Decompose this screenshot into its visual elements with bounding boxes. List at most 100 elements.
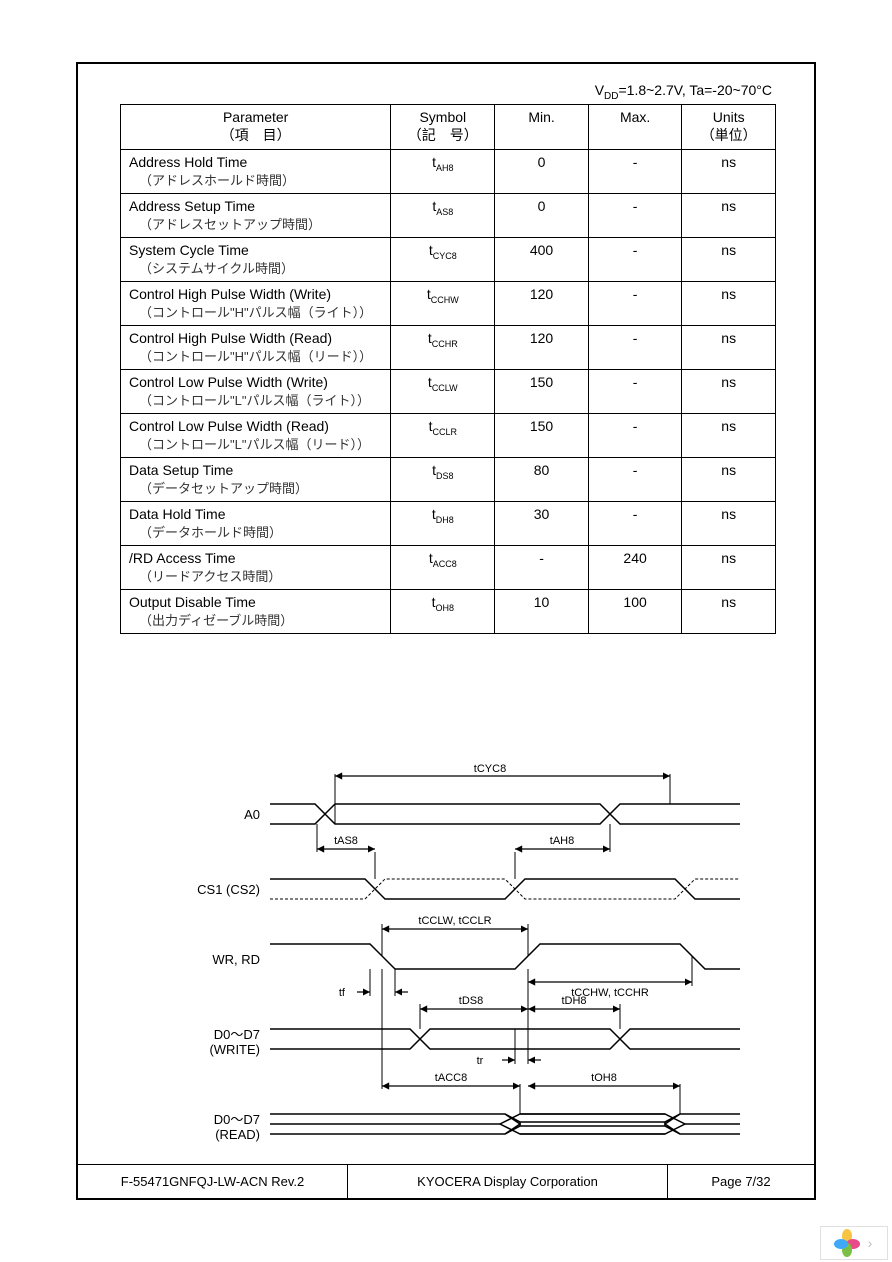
cell-max: -: [588, 370, 682, 414]
cell-unit: ns: [682, 150, 776, 194]
param-en: Control Low Pulse Width (Read): [129, 418, 382, 434]
cell-unit: ns: [682, 502, 776, 546]
label-d-write1: D0～D7: [214, 1027, 260, 1042]
param-en: Data Setup Time: [129, 462, 382, 478]
cell-unit: ns: [682, 370, 776, 414]
table-row: Control High Pulse Width (Read)（コントロール"H…: [121, 326, 776, 370]
cell-min: 120: [495, 282, 589, 326]
label-d-read2: (READ): [215, 1127, 260, 1142]
header-min: Min.: [495, 105, 589, 150]
cell-min: 30: [495, 502, 589, 546]
svg-text:tDH8: tDH8: [561, 995, 586, 1007]
header-parameter-en: Parameter: [223, 109, 288, 125]
chevron-right-icon: ›: [868, 1235, 873, 1251]
svg-text:tACC8: tACC8: [435, 1072, 467, 1084]
footer: F-55471GNFQJ-LW-ACN Rev.2 KYOCERA Displa…: [78, 1164, 814, 1198]
svg-text:tOH8: tOH8: [591, 1072, 617, 1084]
param-jp: （データセットアップ時間）: [129, 478, 382, 497]
svg-text:tf: tf: [339, 987, 346, 999]
header-row: Parameter （項 目） Symbol （記 号） Min. Max. U…: [121, 105, 776, 150]
footer-doc-id: F-55471GNFQJ-LW-ACN Rev.2: [78, 1165, 348, 1198]
cell-max: -: [588, 150, 682, 194]
cell-max: -: [588, 326, 682, 370]
table-row: System Cycle Time（システムサイクル時間）tCYC8400-ns: [121, 238, 776, 282]
symbol-sub: CCHW: [431, 295, 459, 305]
cell-min: 0: [495, 194, 589, 238]
cell-max: -: [588, 194, 682, 238]
table-row: Data Setup Time（データセットアップ時間）tDS880-ns: [121, 458, 776, 502]
param-jp: （コントロール"H"パルス幅（ライト））: [129, 302, 382, 321]
symbol-sub: ACC8: [433, 559, 457, 569]
symbol-sub: OH8: [435, 603, 454, 613]
cell-min: 150: [495, 370, 589, 414]
header-parameter: Parameter （項 目）: [121, 105, 391, 150]
table-row: Control Low Pulse Width (Write)（コントロール"L…: [121, 370, 776, 414]
header-units-jp: （単位）: [701, 127, 757, 143]
cell-min: 400: [495, 238, 589, 282]
cell-min: 80: [495, 458, 589, 502]
timing-diagram: .sig { stroke:#000; stroke-width:1.5; fi…: [120, 764, 776, 1154]
param-en: Data Hold Time: [129, 506, 382, 522]
cell-max: -: [588, 502, 682, 546]
table-row: Address Hold Time（アドレスホールド時間）tAH80-ns: [121, 150, 776, 194]
label-a0: A0: [244, 807, 260, 822]
param-en: Address Setup Time: [129, 198, 382, 214]
cell-min: 120: [495, 326, 589, 370]
page-frame: VDD=1.8~2.7V, Ta=-20~70°C Parameter （項 目…: [76, 62, 816, 1200]
logo-icon: [836, 1232, 858, 1254]
svg-text:tr: tr: [477, 1055, 484, 1067]
param-en: /RD Access Time: [129, 550, 382, 566]
label-d-read1: D0～D7: [214, 1112, 260, 1127]
spec-table: Parameter （項 目） Symbol （記 号） Min. Max. U…: [120, 104, 776, 634]
cell-unit: ns: [682, 238, 776, 282]
symbol-sub: CCLR: [432, 427, 457, 437]
param-jp: （アドレスホールド時間）: [129, 170, 382, 189]
operating-condition: VDD=1.8~2.7V, Ta=-20~70°C: [595, 82, 772, 102]
cell-min: 10: [495, 590, 589, 634]
cell-unit: ns: [682, 282, 776, 326]
param-en: System Cycle Time: [129, 242, 382, 258]
symbol-sub: CYC8: [433, 251, 457, 261]
cell-max: -: [588, 282, 682, 326]
cell-unit: ns: [682, 194, 776, 238]
symbol-sub: AH8: [436, 163, 454, 173]
cell-unit: ns: [682, 458, 776, 502]
param-jp: （システムサイクル時間）: [129, 258, 382, 277]
symbol-sub: CCLW: [432, 383, 458, 393]
symbol-sub: CCHR: [432, 339, 458, 349]
svg-text:tDS8: tDS8: [459, 995, 483, 1007]
svg-text:tCCLW, tCCLR: tCCLW, tCCLR: [418, 915, 491, 927]
header-symbol-jp: （記 号）: [408, 127, 478, 143]
param-jp: （データホールド時間）: [129, 522, 382, 541]
param-en: Control High Pulse Width (Write): [129, 286, 382, 302]
param-en: Output Disable Time: [129, 594, 382, 610]
svg-text:tAS8: tAS8: [334, 835, 358, 847]
cell-max: 100: [588, 590, 682, 634]
table-row: Output Disable Time（出力ディゼーブル時間）tOH810100…: [121, 590, 776, 634]
condition-range: =1.8~2.7V, Ta=-20~70°C: [618, 82, 772, 98]
table-row: Data Hold Time（データホールド時間）tDH830-ns: [121, 502, 776, 546]
table-row: /RD Access Time（リードアクセス時間）tACC8-240ns: [121, 546, 776, 590]
logo-widget[interactable]: ›: [820, 1226, 888, 1260]
cell-unit: ns: [682, 414, 776, 458]
label-d-write2: (WRITE): [209, 1042, 260, 1057]
table-row: Address Setup Time（アドレスセットアップ時間）tAS80-ns: [121, 194, 776, 238]
param-en: Address Hold Time: [129, 154, 382, 170]
header-symbol: Symbol （記 号）: [391, 105, 495, 150]
cell-min: -: [495, 546, 589, 590]
header-max: Max.: [588, 105, 682, 150]
header-units: Units （単位）: [682, 105, 776, 150]
vdd-sub: DD: [604, 91, 618, 102]
cell-max: -: [588, 414, 682, 458]
symbol-sub: DH8: [436, 515, 454, 525]
param-jp: （コントロール"H"パルス幅（リード））: [129, 346, 382, 365]
footer-company: KYOCERA Display Corporation: [348, 1165, 668, 1198]
label-cs: CS1 (CS2): [197, 882, 260, 897]
param-en: Control High Pulse Width (Read): [129, 330, 382, 346]
label-wrrd: WR, RD: [212, 952, 260, 967]
table-row: Control High Pulse Width (Write)（コントロール"…: [121, 282, 776, 326]
cell-max: -: [588, 238, 682, 282]
header-parameter-jp: （項 目）: [221, 127, 291, 143]
param-jp: （リードアクセス時間）: [129, 566, 382, 585]
svg-text:tCYC8: tCYC8: [474, 764, 506, 775]
